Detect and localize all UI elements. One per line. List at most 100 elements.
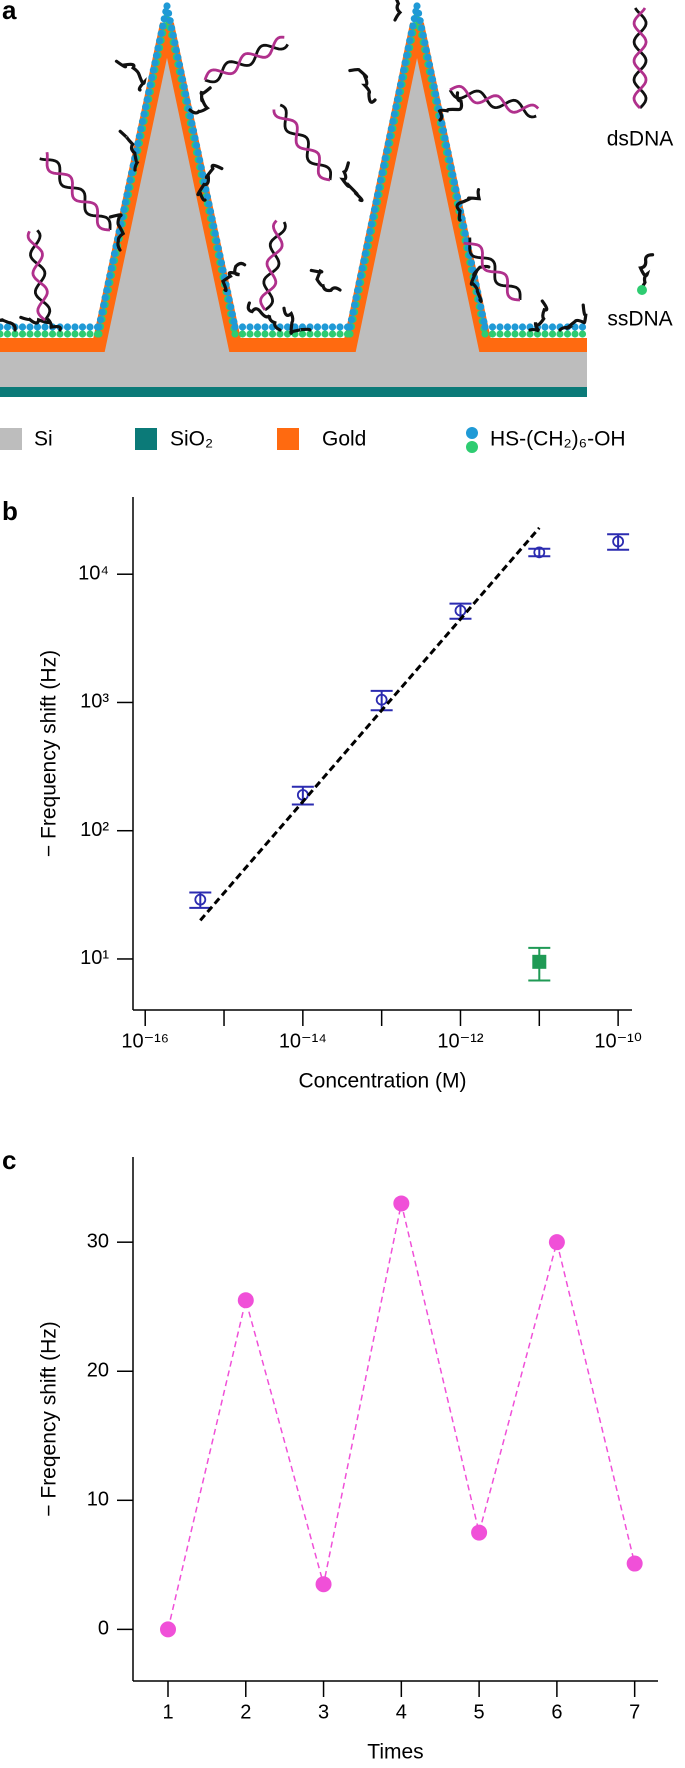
thiol-dot bbox=[571, 323, 579, 331]
thiol-dot bbox=[488, 323, 497, 331]
thiol-dot bbox=[387, 125, 395, 133]
thiol-dot bbox=[414, 9, 423, 17]
thiol-dot bbox=[219, 266, 227, 274]
thiol-dot bbox=[336, 323, 344, 331]
line bbox=[199, 526, 541, 922]
thiol-dot bbox=[142, 103, 150, 111]
thiol-dot bbox=[354, 286, 362, 294]
point bbox=[626, 1555, 643, 1572]
thiol-dot bbox=[488, 330, 497, 338]
thiol-dot bbox=[128, 169, 136, 177]
point bbox=[612, 535, 625, 548]
error-bar bbox=[528, 547, 551, 558]
thiol-dot bbox=[578, 330, 587, 338]
point bbox=[532, 954, 547, 969]
thiol-dot bbox=[480, 317, 488, 326]
thiol-dot bbox=[336, 330, 344, 338]
thiol-dot bbox=[41, 330, 49, 338]
point bbox=[471, 1524, 488, 1541]
thiol-dot bbox=[211, 229, 219, 238]
thiol-dot bbox=[328, 323, 337, 331]
point bbox=[160, 1621, 176, 1638]
x-tick-label: 2 bbox=[240, 1701, 251, 1723]
thiol-dot bbox=[355, 279, 363, 287]
thiol-dot bbox=[171, 39, 179, 47]
legend-label: SiO₂ bbox=[170, 428, 213, 451]
y-tick-label: 30 bbox=[87, 1230, 109, 1252]
legend-swatch bbox=[277, 428, 299, 450]
ssdna bbox=[118, 129, 140, 172]
thiol-dot bbox=[103, 286, 111, 294]
thiol-dot bbox=[449, 171, 457, 179]
thiol-dot bbox=[26, 330, 34, 338]
legend-swatch bbox=[466, 441, 478, 453]
thiol-dot bbox=[350, 301, 359, 309]
thiol-dot bbox=[381, 154, 389, 162]
point bbox=[533, 546, 546, 559]
thiol-dot bbox=[214, 244, 222, 252]
thiol-dot bbox=[202, 185, 210, 194]
thiol-dot bbox=[428, 75, 437, 83]
thiol-dot bbox=[151, 59, 159, 67]
thiol-dot bbox=[210, 222, 218, 230]
point bbox=[375, 693, 388, 706]
thiol-dot bbox=[106, 272, 114, 280]
thiol-dot bbox=[346, 330, 354, 338]
thiol-dot bbox=[518, 323, 527, 331]
thiol-dot bbox=[347, 316, 356, 324]
thiol-dot bbox=[3, 330, 12, 338]
x-tick-label: 6 bbox=[551, 1701, 562, 1723]
thiol-dot bbox=[225, 295, 233, 304]
thiol-dot bbox=[146, 81, 154, 89]
thiol-dot bbox=[33, 330, 42, 338]
thiol-dot bbox=[556, 330, 564, 338]
thiol-dot bbox=[533, 330, 542, 338]
thiol-dot bbox=[261, 330, 269, 338]
x-tick-label: 7 bbox=[629, 1701, 640, 1723]
thiol-dot bbox=[78, 323, 87, 331]
panel-label: b bbox=[2, 496, 18, 526]
thiol-dot bbox=[78, 330, 87, 338]
panel-label: a bbox=[2, 0, 17, 25]
thiol-dot bbox=[182, 90, 190, 98]
thiol-dot bbox=[152, 51, 161, 60]
thiol-dot bbox=[366, 227, 374, 236]
thiol-dot bbox=[430, 83, 438, 91]
line bbox=[167, 1203, 636, 1630]
thiol-dot bbox=[98, 308, 106, 316]
thiol-dot bbox=[148, 73, 156, 82]
thiol-dot bbox=[378, 169, 386, 177]
legend-label: HS-(CH₂)₆-OH bbox=[490, 428, 626, 451]
thiol-dot bbox=[137, 125, 145, 133]
ssdna bbox=[339, 161, 364, 203]
ssdna bbox=[196, 163, 224, 202]
annotation: ssDNA bbox=[607, 308, 672, 331]
dsdna-strand bbox=[449, 84, 540, 114]
thiol-dot bbox=[424, 53, 432, 61]
thiol-dot bbox=[216, 251, 224, 260]
thiol-dot bbox=[346, 323, 354, 331]
thiol-dot bbox=[433, 97, 441, 105]
ssdna bbox=[188, 86, 212, 115]
ssdna bbox=[393, 0, 403, 22]
ssdna bbox=[0, 317, 17, 332]
thiol-dot bbox=[400, 66, 408, 74]
thiol-dot bbox=[496, 323, 504, 331]
thiol-dot bbox=[18, 330, 27, 338]
thiol-dot bbox=[418, 24, 426, 32]
ssdna bbox=[348, 67, 377, 104]
y-tick-label: 20 bbox=[87, 1360, 109, 1382]
thiol-dot bbox=[503, 330, 512, 338]
ssdna-anchor bbox=[637, 285, 647, 295]
thiol-dot bbox=[261, 323, 269, 331]
ssdna bbox=[638, 253, 655, 292]
dsdna-strand bbox=[259, 219, 284, 311]
thiol-dot bbox=[444, 149, 452, 157]
thiol-dot bbox=[123, 191, 131, 199]
thiol-dot bbox=[447, 163, 455, 172]
thiol-dot bbox=[206, 207, 215, 216]
thiol-dot bbox=[370, 205, 379, 214]
ssdna bbox=[455, 188, 482, 222]
y-tick-label: 10³ bbox=[80, 691, 109, 713]
